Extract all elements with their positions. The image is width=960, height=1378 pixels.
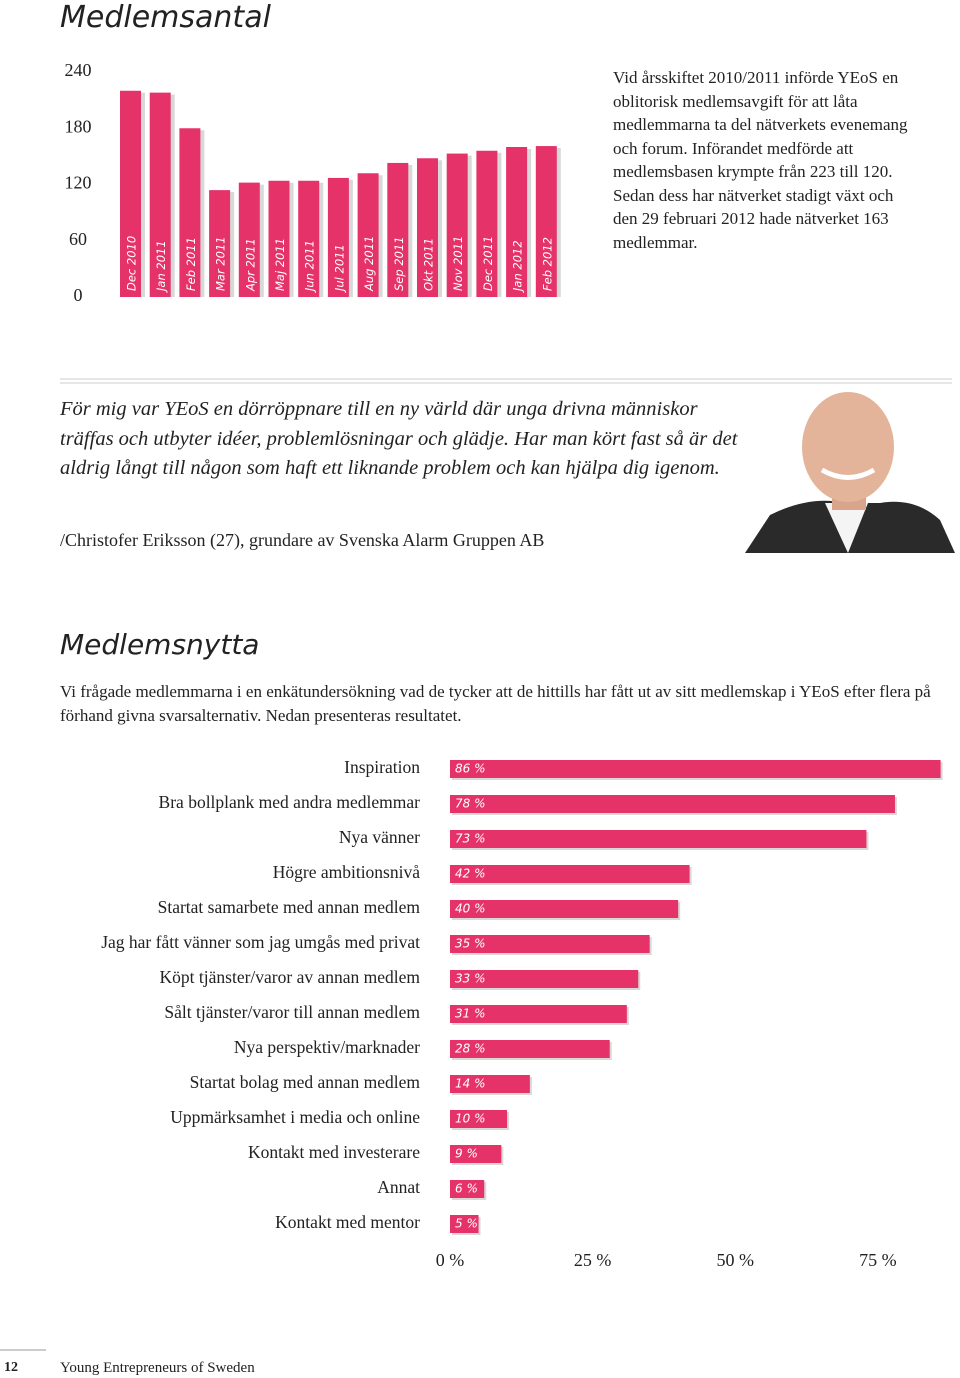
bar bbox=[535, 146, 557, 297]
bar bbox=[298, 180, 320, 297]
bar-category-label: Nov 2011 bbox=[451, 236, 465, 291]
bar bbox=[450, 1145, 502, 1163]
bar bbox=[450, 970, 639, 988]
footer-rule bbox=[0, 1349, 46, 1351]
sidebar-text: Vid årsskiftet 2010/2011 införde YEoS en… bbox=[613, 68, 908, 252]
category-label: Startat bolag med annan medlem bbox=[190, 1072, 421, 1092]
value-label: 42 % bbox=[455, 867, 486, 881]
bar-category-label: Aug 2011 bbox=[362, 236, 376, 292]
bar bbox=[450, 830, 867, 848]
value-label: 5 % bbox=[455, 1217, 478, 1231]
bar bbox=[450, 1075, 530, 1093]
category-label: Kontakt med investerare bbox=[248, 1142, 420, 1162]
bar bbox=[450, 1180, 485, 1198]
bar-category-label: Sep 2011 bbox=[392, 236, 406, 291]
category-label: Inspiration bbox=[344, 757, 420, 777]
category-label: Kontakt med mentor bbox=[275, 1212, 420, 1232]
x-tick-label: 25 % bbox=[574, 1250, 612, 1270]
category-label: Högre ambitionsnivå bbox=[273, 862, 420, 882]
bar bbox=[506, 147, 528, 297]
bar bbox=[327, 177, 349, 297]
bar bbox=[450, 900, 679, 918]
bar-category-label: Feb 2012 bbox=[540, 237, 554, 291]
category-label: Köpt tjänster/varor av annan medlem bbox=[160, 967, 421, 987]
value-label: 31 % bbox=[455, 1007, 486, 1021]
bar bbox=[450, 795, 895, 813]
category-label: Nya vänner bbox=[339, 827, 420, 847]
bar bbox=[238, 182, 260, 297]
benefit-chart: Inspiration 86 % Bra bollplank med andra m… bbox=[101, 757, 943, 1270]
bar bbox=[209, 190, 231, 297]
bar bbox=[357, 173, 379, 297]
y-tick-label: 60 bbox=[69, 229, 87, 249]
y-tick-label: 120 bbox=[65, 173, 92, 193]
value-label: 86 % bbox=[455, 762, 486, 776]
bar bbox=[476, 150, 498, 297]
bar bbox=[120, 90, 141, 297]
bar-category-label: Jan 2011 bbox=[154, 240, 168, 293]
x-tick-label: 75 % bbox=[859, 1250, 897, 1270]
page-title: Medlemsantal bbox=[60, 0, 271, 35]
bar-category-label: Okt 2011 bbox=[422, 238, 436, 291]
page-number: 12 bbox=[4, 1360, 18, 1375]
bar bbox=[446, 153, 468, 297]
value-label: 10 % bbox=[455, 1112, 486, 1126]
bar-category-label: Jul 2011 bbox=[332, 244, 346, 293]
value-label: 33 % bbox=[455, 972, 486, 986]
bar bbox=[417, 158, 438, 297]
portrait-smile bbox=[820, 467, 876, 480]
category-label: Annat bbox=[377, 1177, 420, 1197]
bar bbox=[450, 1215, 479, 1233]
members-chart: 0 60 120 180 240 Dec 2010 Jan 2011 Feb 2011 Mar … bbox=[65, 60, 561, 305]
bar-category-label: Dec 2011 bbox=[481, 236, 495, 291]
category-label: Startat samarbete med annan medlem bbox=[158, 897, 421, 917]
bar-category-label: Jan 2012 bbox=[511, 240, 525, 293]
category-label: Nya perspektiv/marknader bbox=[234, 1037, 420, 1057]
bar bbox=[450, 865, 690, 883]
value-label: 14 % bbox=[455, 1077, 486, 1091]
section-intro: Vi frågade medlemmarna i en enkätundersö… bbox=[60, 682, 931, 725]
bar bbox=[450, 760, 941, 778]
bar bbox=[450, 935, 650, 953]
bar-category-label: Dec 2010 bbox=[125, 236, 139, 291]
category-label: Uppmärksamhet i media och online bbox=[170, 1107, 420, 1127]
y-tick-label: 180 bbox=[65, 116, 92, 136]
portrait bbox=[745, 392, 955, 553]
bar-category-label: Feb 2011 bbox=[184, 237, 198, 291]
portrait-head bbox=[802, 392, 894, 502]
bar-category-label: Jun 2011 bbox=[303, 240, 317, 293]
section-title: Medlemsnytta bbox=[60, 628, 260, 661]
divider bbox=[60, 378, 952, 384]
portrait-shirt bbox=[825, 503, 868, 553]
quote-attribution: /Christofer Eriksson (27), grundare av S… bbox=[60, 530, 545, 550]
publication-name: Young Entrepreneurs of Sweden bbox=[60, 1360, 255, 1376]
bar bbox=[387, 162, 409, 297]
value-label: 6 % bbox=[455, 1182, 478, 1196]
y-tick-label: 0 bbox=[74, 285, 83, 305]
value-label: 28 % bbox=[455, 1042, 486, 1056]
bar bbox=[450, 1005, 627, 1023]
bar-category-label: Mar 2011 bbox=[214, 236, 228, 291]
bar bbox=[149, 92, 171, 297]
y-tick-label: 240 bbox=[65, 60, 92, 80]
bar bbox=[179, 128, 201, 297]
value-label: 9 % bbox=[455, 1147, 478, 1161]
category-label: Jag har fått vänner som jag umgås med pr… bbox=[101, 932, 420, 952]
x-tick-label: 0 % bbox=[436, 1250, 465, 1270]
category-label: Sålt tjänster/varor till annan medlem bbox=[164, 1002, 420, 1022]
bar-category-label: Maj 2011 bbox=[273, 238, 287, 291]
quote-text: För mig var YEoS en dörröppnare till en … bbox=[60, 398, 738, 479]
bar bbox=[268, 180, 290, 297]
category-label: Bra bollplank med andra medlemmar bbox=[159, 792, 421, 812]
x-tick-label: 50 % bbox=[716, 1250, 754, 1270]
value-label: 35 % bbox=[455, 937, 486, 951]
bar-category-label: Apr 2011 bbox=[243, 238, 257, 292]
bar bbox=[450, 1110, 508, 1128]
value-label: 78 % bbox=[455, 797, 486, 811]
value-label: 40 % bbox=[455, 902, 486, 916]
value-label: 73 % bbox=[455, 832, 486, 846]
bar bbox=[450, 1040, 610, 1058]
